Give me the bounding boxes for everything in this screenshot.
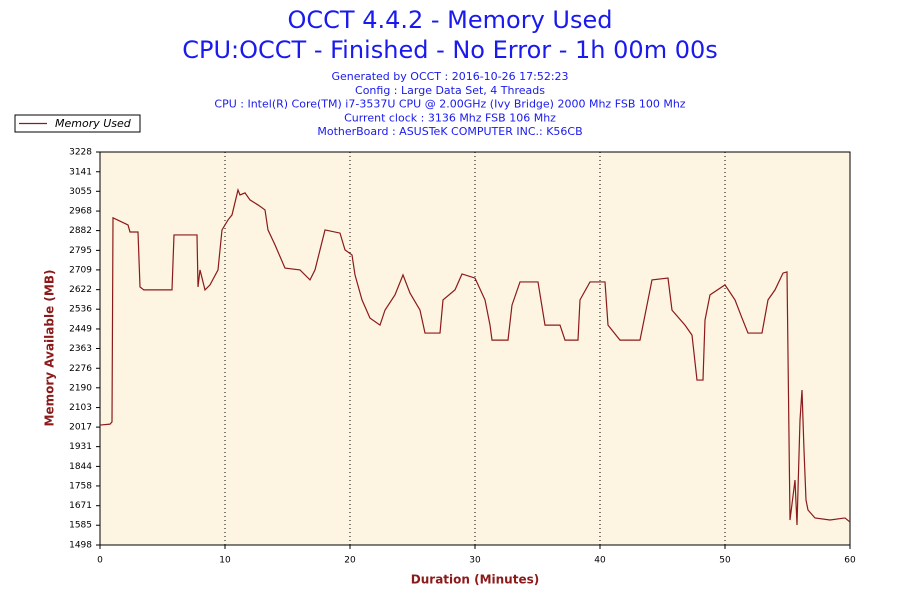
info-line: MotherBoard : ASUSTeK COMPUTER INC.: K56…: [317, 125, 582, 138]
x-tick-label: 40: [594, 556, 606, 566]
info-line: Generated by OCCT : 2016-10-26 17:52:23: [331, 70, 568, 83]
y-tick-label: 2795: [69, 246, 92, 256]
y-tick-label: 2449: [69, 324, 92, 334]
y-tick-label: 2363: [69, 344, 92, 354]
y-tick-label: 1498: [69, 541, 92, 551]
x-tick-label: 0: [97, 556, 103, 566]
y-tick-label: 2190: [69, 383, 92, 393]
x-tick-label: 20: [344, 556, 356, 566]
info-line: Current clock : 3136 Mhz FSB 106 Mhz: [344, 111, 556, 124]
y-tick-label: 2103: [69, 403, 92, 413]
y-tick-label: 1671: [69, 501, 92, 511]
y-tick-label: 1758: [69, 481, 92, 491]
x-tick-label: 30: [469, 556, 481, 566]
y-tick-label: 2017: [69, 423, 92, 433]
y-tick-label: 2622: [69, 285, 92, 295]
y-tick-label: 3055: [69, 187, 92, 197]
y-tick-label: 2882: [69, 226, 92, 236]
legend-label: Memory Used: [55, 117, 132, 130]
info-line: Config : Large Data Set, 4 Threads: [355, 84, 545, 97]
y-axis-label: Memory Available (MB): [43, 270, 57, 427]
y-tick-label: 2276: [69, 364, 92, 374]
x-tick-label: 10: [219, 556, 231, 566]
x-axis-label: Duration (Minutes): [411, 573, 539, 587]
y-tick-label: 1585: [69, 521, 92, 531]
x-tick-label: 50: [719, 556, 731, 566]
data-line: [99, 187, 851, 526]
y-tick-label: 1844: [69, 462, 92, 472]
info-line: CPU : Intel(R) Core(TM) i7-3537U CPU @ 2…: [214, 98, 685, 111]
y-tick-label: 3141: [69, 167, 92, 177]
legend-box: [14, 114, 141, 133]
y-tick-label: 2536: [69, 305, 92, 315]
y-tick-label: 2968: [69, 207, 92, 217]
y-tick-label: 2709: [69, 265, 92, 275]
chart-subtitle: CPU:OCCT - Finished - No Error - 1h 00m …: [182, 36, 718, 64]
y-tick-label: 3228: [69, 148, 92, 158]
chart-title: OCCT 4.4.2 - Memory Used: [288, 6, 613, 34]
y-tick-label: 1931: [69, 442, 92, 452]
x-tick-label: 60: [844, 556, 856, 566]
